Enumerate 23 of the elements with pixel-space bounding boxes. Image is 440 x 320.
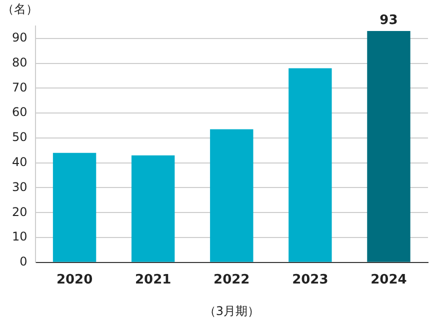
y-tick-label: 10 <box>12 230 28 244</box>
y-tick-label: 80 <box>12 55 28 70</box>
bar <box>288 68 332 262</box>
y-tick-label: 90 <box>12 30 28 45</box>
bar <box>52 152 96 262</box>
y-tick-label: 0 <box>20 254 28 269</box>
data-label: 93 <box>380 12 398 28</box>
x-tick-label: 2021 <box>134 272 172 288</box>
y-tick-label: 20 <box>12 204 28 219</box>
x-tick-label: 2024 <box>370 272 407 288</box>
y-tick-label: 30 <box>12 180 28 194</box>
x-axis-title: （3月期） <box>204 304 260 318</box>
bar <box>131 155 175 262</box>
x-tick-label: 2023 <box>292 272 328 288</box>
y-tick-label: 70 <box>12 80 28 94</box>
x-tick-label: 2020 <box>56 272 93 288</box>
y-tick-label: 50 <box>12 130 28 144</box>
x-tick-label: 2022 <box>214 272 250 288</box>
bar <box>210 129 254 262</box>
y-tick-label: 60 <box>12 105 28 120</box>
y-axis-title: （名） <box>2 2 38 16</box>
y-tick-label: 40 <box>12 154 28 169</box>
bar <box>367 30 410 262</box>
